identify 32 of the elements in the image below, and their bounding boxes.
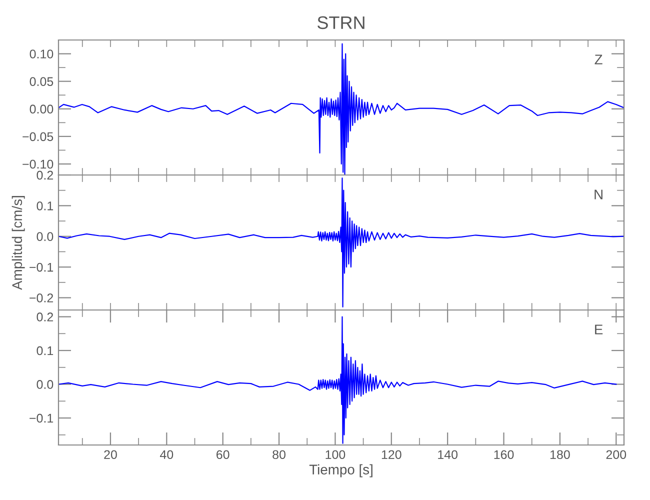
y-tick-label: 0.1 bbox=[36, 201, 54, 210]
y-tick-label: −0.2 bbox=[30, 294, 54, 302]
y-tick-label: 0.10 bbox=[30, 50, 54, 58]
x-tick-label: 200 bbox=[606, 450, 626, 460]
y-tick-label: 0.00 bbox=[30, 104, 54, 114]
x-axis-title: Tiempo [s] bbox=[309, 464, 372, 478]
line-series bbox=[58, 178, 624, 308]
y-tick-label: 0.1 bbox=[36, 346, 54, 356]
x-tick-label: 80 bbox=[272, 450, 286, 460]
x-tick-label: 40 bbox=[160, 450, 174, 460]
x-tick-label: 100 bbox=[326, 450, 346, 460]
x-tick-label: 20 bbox=[104, 450, 117, 460]
y-tick-label: 0.0 bbox=[36, 232, 54, 242]
x-tick-label: 180 bbox=[550, 450, 570, 460]
y-tick-label: 0.2 bbox=[36, 312, 54, 322]
annotation: Z bbox=[594, 54, 602, 64]
x-tick-label: 60 bbox=[216, 450, 230, 460]
y-tick-label: 0.05 bbox=[30, 77, 54, 86]
y-tick-label: −0.1 bbox=[30, 262, 54, 272]
chart-title: STRN bbox=[317, 16, 364, 30]
annotation: N bbox=[594, 190, 602, 200]
x-tick-label: 120 bbox=[382, 450, 402, 460]
y-axis-title: Amplitud [cm/s] bbox=[12, 196, 25, 290]
y-tick-label: 0.0 bbox=[36, 380, 54, 389]
x-tick-label: 160 bbox=[494, 450, 514, 460]
x-tick-label: 140 bbox=[438, 450, 458, 460]
line-series bbox=[58, 316, 617, 444]
annotation: E bbox=[595, 324, 603, 334]
y-tick-label: −0.1 bbox=[30, 414, 54, 423]
y-tick-label: −0.10 bbox=[22, 160, 54, 169]
y-tick-label: 0.2 bbox=[36, 170, 54, 180]
y-tick-label: −0.05 bbox=[22, 132, 54, 142]
